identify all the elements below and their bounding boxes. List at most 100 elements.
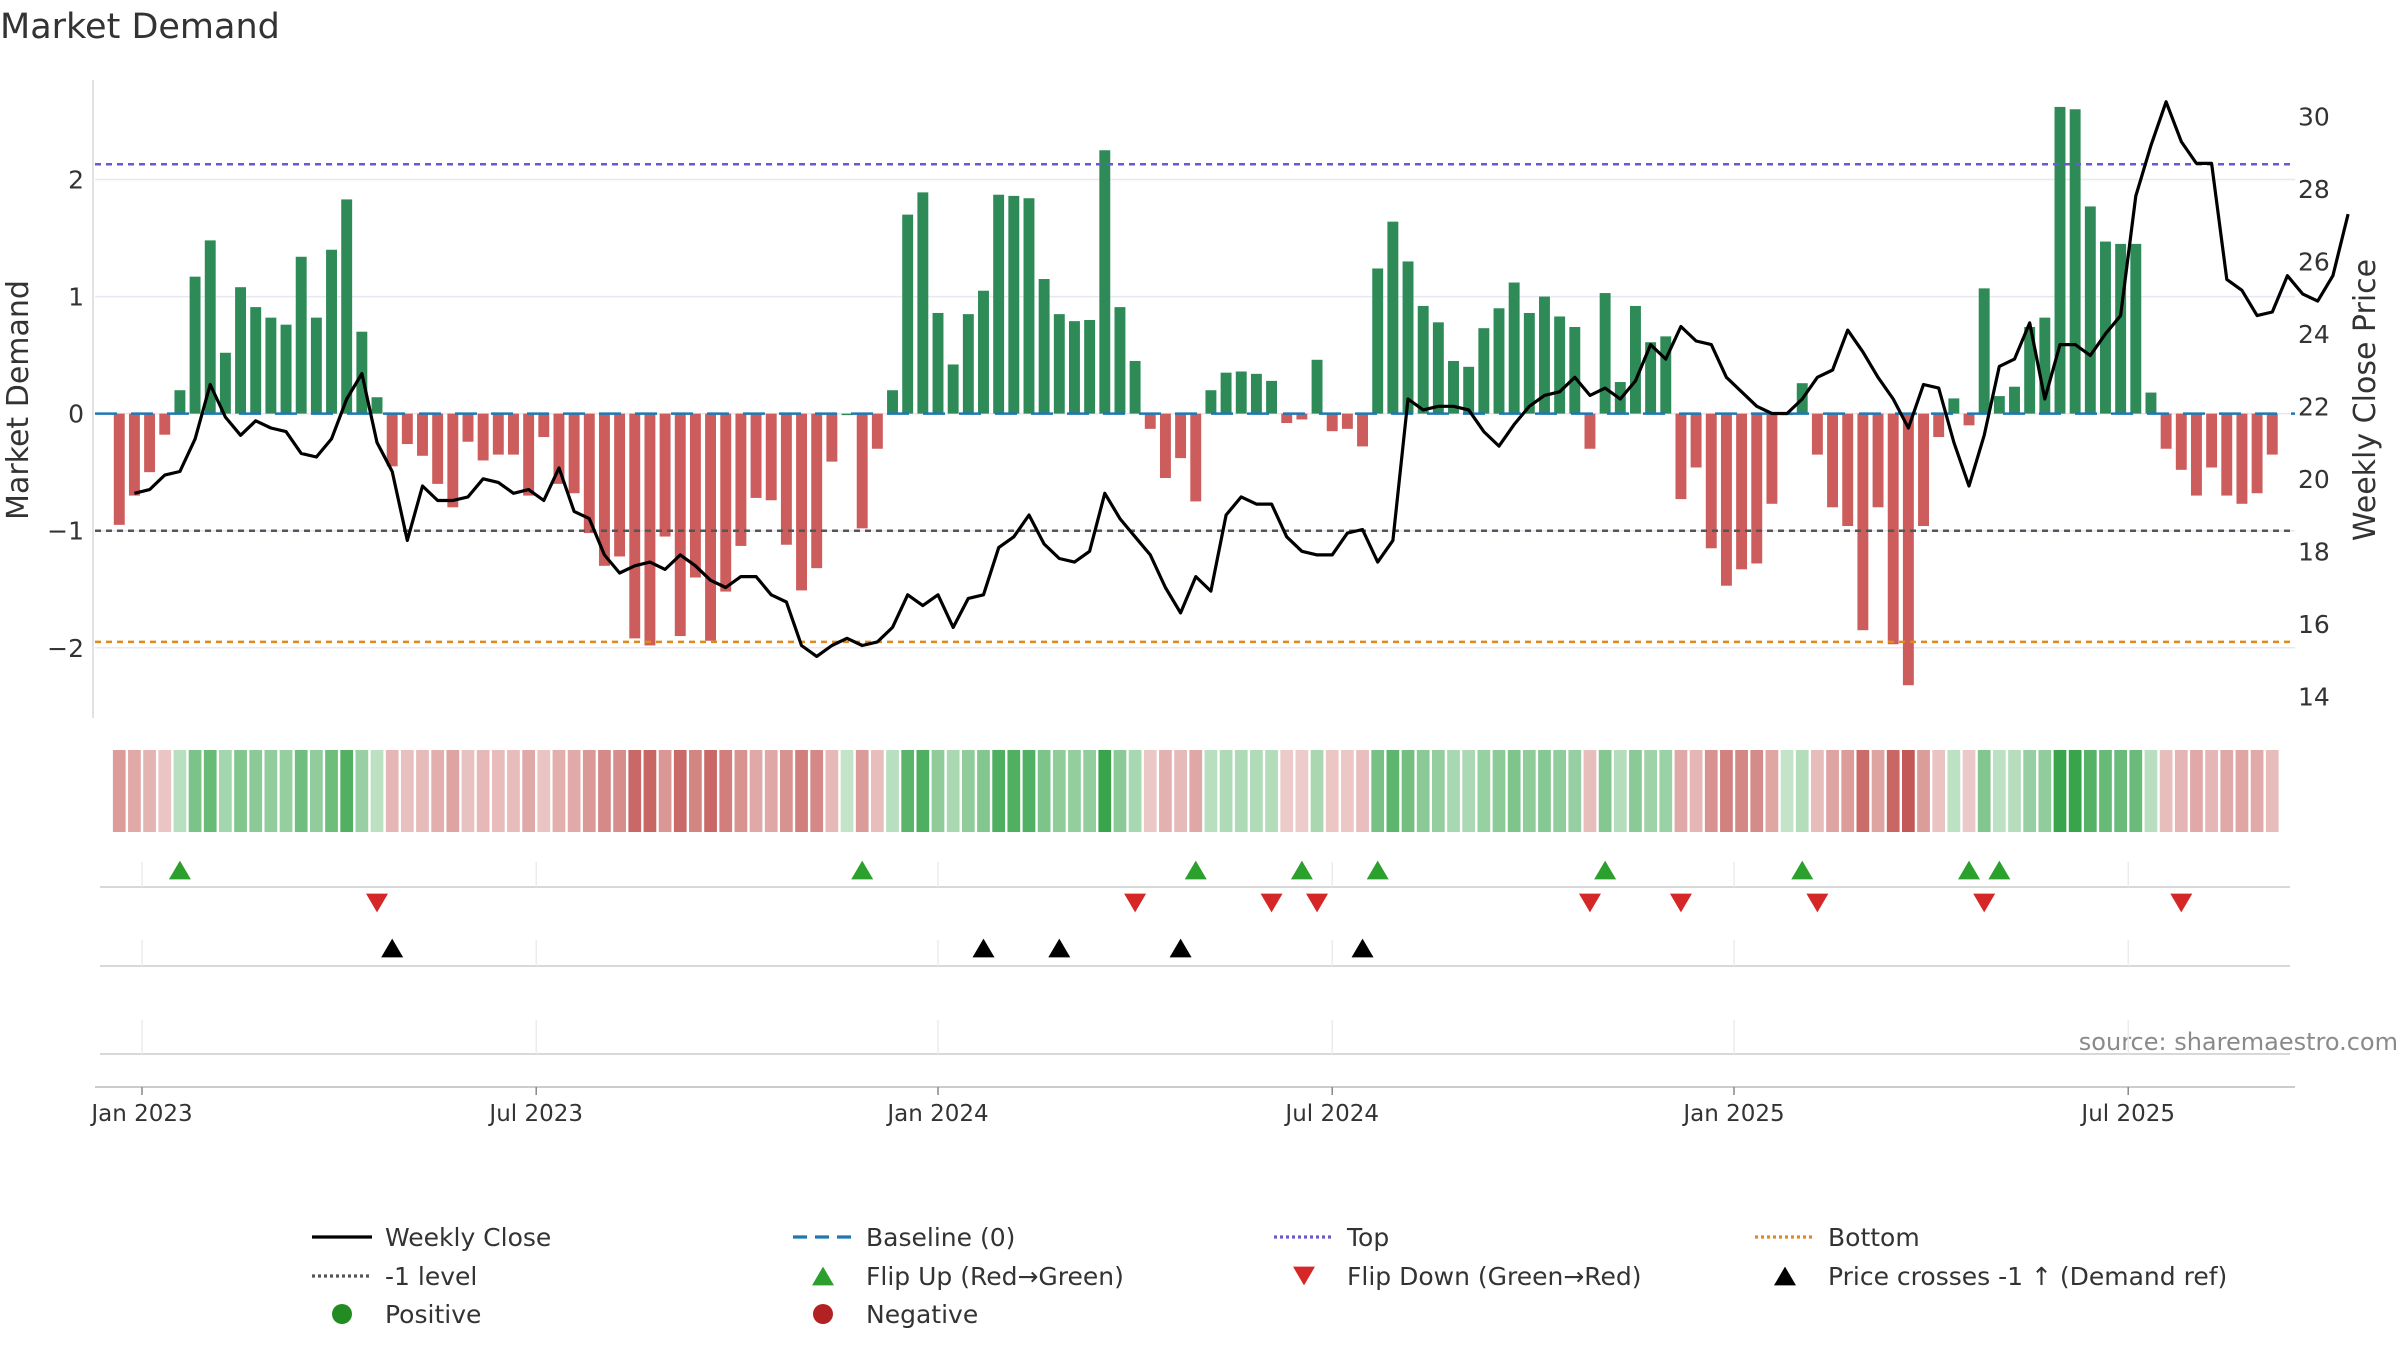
negative-demand-bar: [826, 413, 838, 462]
strip-cell: [1841, 750, 1855, 832]
positive-demand-bar: [1463, 366, 1475, 414]
legend-item: Positive: [332, 1300, 481, 1329]
legend-item: Bottom: [1755, 1223, 1920, 1252]
strip-cell: [1295, 750, 1309, 832]
y-tick-left: −2: [47, 634, 84, 663]
flip-up-marker: [851, 860, 874, 880]
strip-cell: [2038, 750, 2052, 832]
positive-demand-bar: [280, 324, 292, 414]
strip-cell: [1401, 750, 1415, 832]
flip-up-marker: [1791, 860, 1814, 880]
x-tick-label: Jul 2023: [487, 1101, 583, 1127]
positive-demand-bar: [2130, 243, 2142, 414]
strip-cell: [1689, 750, 1703, 832]
y-tick-left: 1: [68, 283, 84, 312]
y-tick-right: 18: [2298, 537, 2330, 566]
strip-cell: [1992, 750, 2006, 832]
strip-cell: [2174, 750, 2188, 832]
flip-down-marker: [366, 893, 389, 913]
negative-demand-bar: [1963, 413, 1975, 426]
strip-cell: [1750, 750, 1764, 832]
weekly-close-line: [134, 100, 2350, 659]
strip-cell: [582, 750, 596, 832]
negative-demand-bar: [523, 413, 535, 496]
strip-cell: [1811, 750, 1824, 832]
price-cross-marker: [1351, 938, 1374, 958]
x-axis: Jan 2023 Jul 2023 Jan 2024 Jul 2024 Jan 2025…: [89, 1086, 2295, 1127]
strip-cell: [1583, 750, 1597, 832]
strip-cell: [294, 750, 308, 832]
x-tick-label: Jul 2024: [1283, 1101, 1379, 1127]
strip-cell: [1538, 750, 1551, 832]
positive-demand-bar: [341, 199, 353, 414]
positive-demand-bar: [1023, 198, 1035, 414]
negative-demand-bar: [1326, 413, 1338, 432]
legend-swatch-triangle-up: [812, 1266, 834, 1286]
x-tick-label: Jan 2024: [885, 1101, 988, 1127]
legend-item: Flip Down (Green→Red): [1293, 1262, 1642, 1291]
positive-demand-bar: [1629, 305, 1641, 414]
negative-demand-bar: [1933, 413, 1945, 438]
strip-cell: [1098, 750, 1112, 832]
strip-cell: [1356, 750, 1369, 832]
positive-demand-bar: [1599, 293, 1611, 414]
strip-cell: [780, 750, 793, 832]
y-axis-right-label: Weekly Close Price: [2348, 259, 2383, 541]
legend-label: Baseline (0): [866, 1223, 1015, 1252]
strip-cell: [931, 750, 945, 832]
strip-cell: [2099, 750, 2112, 832]
strip-cell: [1826, 750, 1839, 832]
positive-demand-bar: [1978, 288, 1990, 414]
strip-cell: [840, 750, 854, 832]
positive-demand-bar: [1250, 373, 1262, 414]
strip-cell: [1234, 750, 1248, 832]
negative-demand-bar: [1705, 413, 1717, 549]
negative-demand-bar: [1918, 413, 1929, 527]
y-tick-right: 24: [2298, 320, 2330, 349]
strip-cell: [279, 750, 293, 832]
strip-cell: [689, 750, 702, 832]
flip-down-marker: [1806, 893, 1829, 913]
strip-cell: [2129, 750, 2143, 832]
flip-up-marker: [1594, 860, 1617, 880]
positive-demand-bar: [1372, 268, 1384, 414]
strip-cell: [2068, 750, 2082, 832]
strip-cell: [219, 750, 232, 832]
strip-cell: [946, 750, 960, 832]
strip-cell: [1431, 750, 1445, 832]
legend-label: Bottom: [1828, 1223, 1920, 1252]
y-tick-right: 22: [2298, 392, 2330, 421]
strip-cell: [977, 750, 990, 832]
legend-swatch-triangle-down: [1293, 1266, 1315, 1286]
legend-label: Top: [1346, 1223, 1389, 1252]
y-tick-left: 0: [68, 400, 84, 429]
strip-cell: [2265, 750, 2279, 832]
legend-label: Flip Up (Red→Green): [866, 1262, 1124, 1291]
strip-cell: [1416, 750, 1430, 832]
legend-label: Price crosses -1 ↑ (Demand ref): [1828, 1262, 2227, 1291]
strip-cell: [1265, 750, 1278, 832]
positive-demand-bar: [2115, 243, 2127, 414]
strip-cell: [309, 750, 323, 832]
negative-demand-bar: [432, 413, 444, 484]
negative-demand-bar: [735, 413, 747, 546]
strip-cell: [1189, 750, 1203, 832]
strip-cell: [1674, 750, 1688, 832]
strip-cell: [901, 750, 915, 832]
strip-cell: [2008, 750, 2021, 832]
negative-demand-bar: [811, 413, 823, 569]
strip-cell: [1219, 750, 1233, 832]
strip-cell: [476, 750, 490, 832]
positive-demand-bar: [947, 364, 959, 414]
strip-cell: [1735, 750, 1748, 832]
negative-demand-bar: [417, 413, 428, 456]
strip-cell: [416, 750, 429, 832]
legend-item: Negative: [813, 1300, 978, 1329]
strip-cell: [2235, 750, 2249, 832]
negative-demand-bar: [568, 413, 580, 494]
negative-demand-bar: [1872, 413, 1884, 508]
positive-demand-bar: [1508, 282, 1520, 414]
flip-down-marker: [2170, 893, 2193, 913]
positive-demand-bar: [2100, 241, 2111, 414]
negative-demand-bar: [1842, 413, 1854, 527]
